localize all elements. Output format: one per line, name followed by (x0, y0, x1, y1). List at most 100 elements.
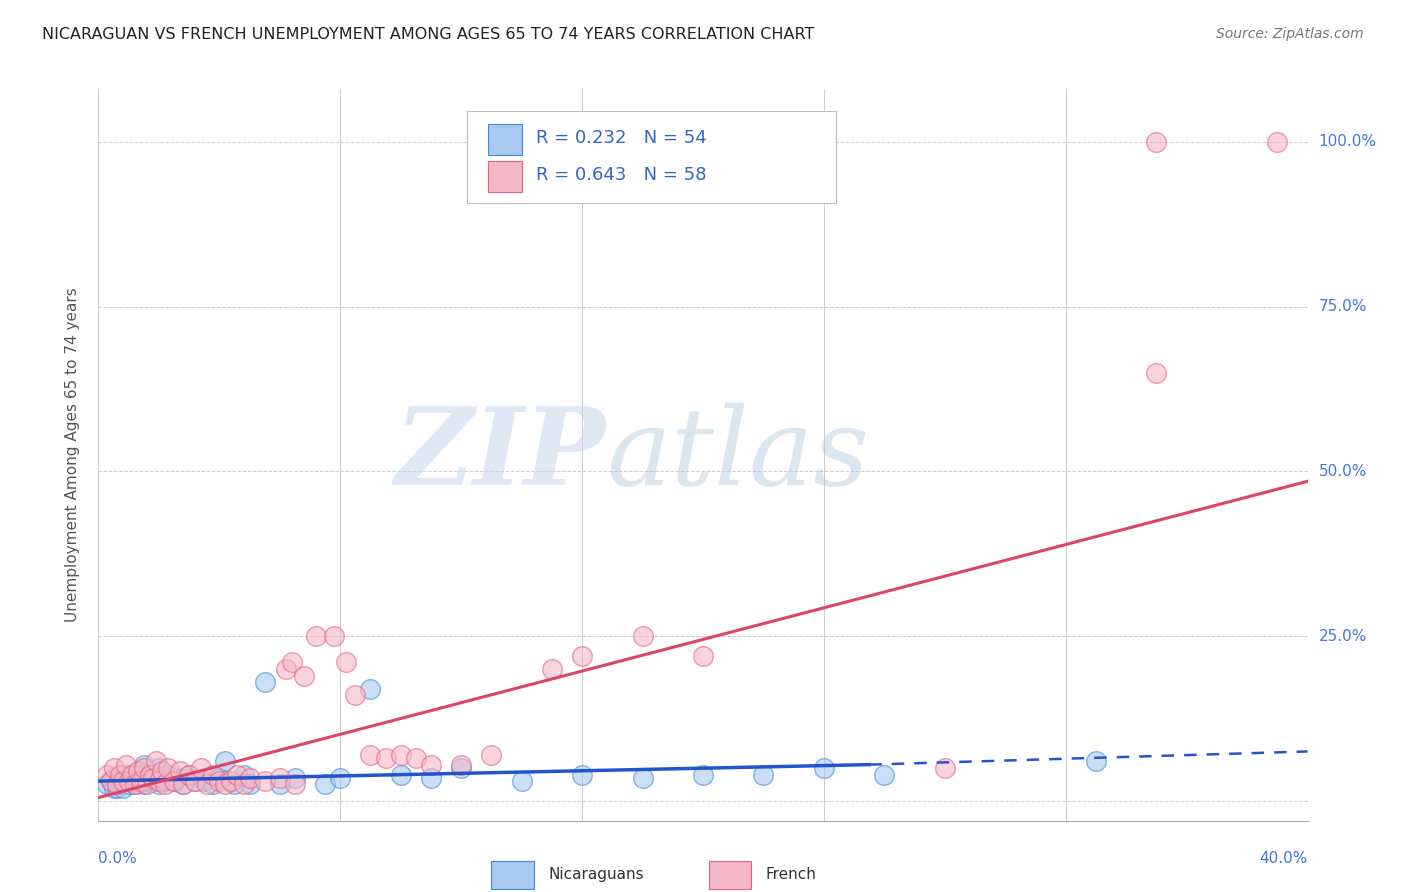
Point (292, 668, 315, 682)
Bar (488, 124, 522, 155)
Point (253, 774, 276, 789)
Text: atlas: atlas (606, 402, 869, 508)
Point (150, 764, 173, 779)
Point (163, 774, 186, 789)
Point (360, 747, 382, 762)
Point (269, 777, 291, 791)
FancyBboxPatch shape (467, 112, 837, 202)
Point (571, 767, 593, 781)
Point (103, 771, 125, 785)
Point (202, 777, 225, 791)
Point (156, 767, 179, 781)
Point (540, 662, 562, 676)
Point (135, 777, 157, 791)
Text: 40.0%: 40.0% (1260, 851, 1308, 866)
Text: R = 0.232   N = 54: R = 0.232 N = 54 (536, 129, 707, 147)
Point (692, 767, 714, 781)
Point (96, 777, 118, 791)
Point (148, 774, 170, 789)
Point (124, 777, 146, 791)
Point (752, 767, 775, 781)
Point (103, 761, 125, 775)
Point (510, 774, 533, 789)
Point (323, 629, 346, 643)
Point (100, 774, 122, 789)
Bar (492, 861, 534, 888)
Bar (488, 161, 522, 192)
Point (118, 777, 141, 791)
Point (481, 747, 503, 762)
Point (344, 689, 367, 703)
Point (132, 757, 155, 772)
Point (156, 761, 179, 775)
Bar (709, 861, 751, 888)
Point (873, 767, 896, 781)
Point (121, 774, 143, 789)
Text: 50.0%: 50.0% (1319, 464, 1367, 479)
Point (813, 761, 835, 775)
Point (129, 774, 152, 789)
Point (284, 777, 307, 791)
Point (214, 777, 236, 791)
Point (127, 767, 149, 781)
Point (108, 774, 131, 789)
Text: Source: ZipAtlas.com: Source: ZipAtlas.com (1216, 27, 1364, 41)
Point (108, 767, 131, 781)
Point (148, 761, 170, 775)
Point (224, 777, 246, 791)
Point (1265, 135, 1288, 149)
Point (631, 771, 654, 785)
Point (253, 675, 276, 690)
Point (105, 780, 128, 795)
Text: NICARAGUAN VS FRENCH UNEMPLOYMENT AMONG AGES 65 TO 74 YEARS CORRELATION CHART: NICARAGUAN VS FRENCH UNEMPLOYMENT AMONG … (42, 27, 814, 42)
Point (405, 751, 427, 765)
Point (142, 771, 165, 785)
Point (374, 751, 396, 765)
Point (571, 648, 593, 663)
Text: 100.0%: 100.0% (1319, 135, 1376, 150)
Point (129, 774, 152, 789)
Point (305, 629, 328, 643)
Point (389, 767, 412, 781)
Point (419, 757, 441, 772)
Point (202, 767, 225, 781)
Text: French: French (766, 866, 817, 881)
Point (177, 767, 201, 781)
Text: ZIP: ZIP (395, 402, 606, 508)
Point (124, 777, 146, 791)
Point (450, 761, 472, 775)
Point (1085, 755, 1108, 769)
Point (132, 761, 155, 775)
Point (274, 662, 297, 676)
Point (150, 771, 173, 785)
Point (139, 767, 162, 781)
Point (450, 757, 472, 772)
Point (139, 767, 162, 781)
Point (177, 767, 201, 781)
Point (239, 771, 262, 785)
Point (145, 755, 167, 769)
Point (335, 656, 357, 670)
Point (1144, 135, 1167, 149)
Point (239, 777, 262, 791)
Point (226, 767, 249, 781)
Point (631, 629, 654, 643)
Point (269, 771, 291, 785)
Point (232, 777, 254, 791)
Point (281, 656, 304, 670)
Point (193, 774, 215, 789)
Point (314, 777, 336, 791)
Text: 75.0%: 75.0% (1319, 299, 1367, 314)
Point (100, 774, 122, 789)
Point (389, 747, 412, 762)
Point (232, 767, 254, 781)
Point (118, 774, 141, 789)
Point (111, 780, 134, 795)
Text: 25.0%: 25.0% (1319, 629, 1367, 644)
Point (172, 777, 194, 791)
Point (127, 764, 149, 779)
Point (329, 771, 352, 785)
Point (96, 767, 118, 781)
Point (153, 774, 176, 789)
Point (419, 771, 441, 785)
